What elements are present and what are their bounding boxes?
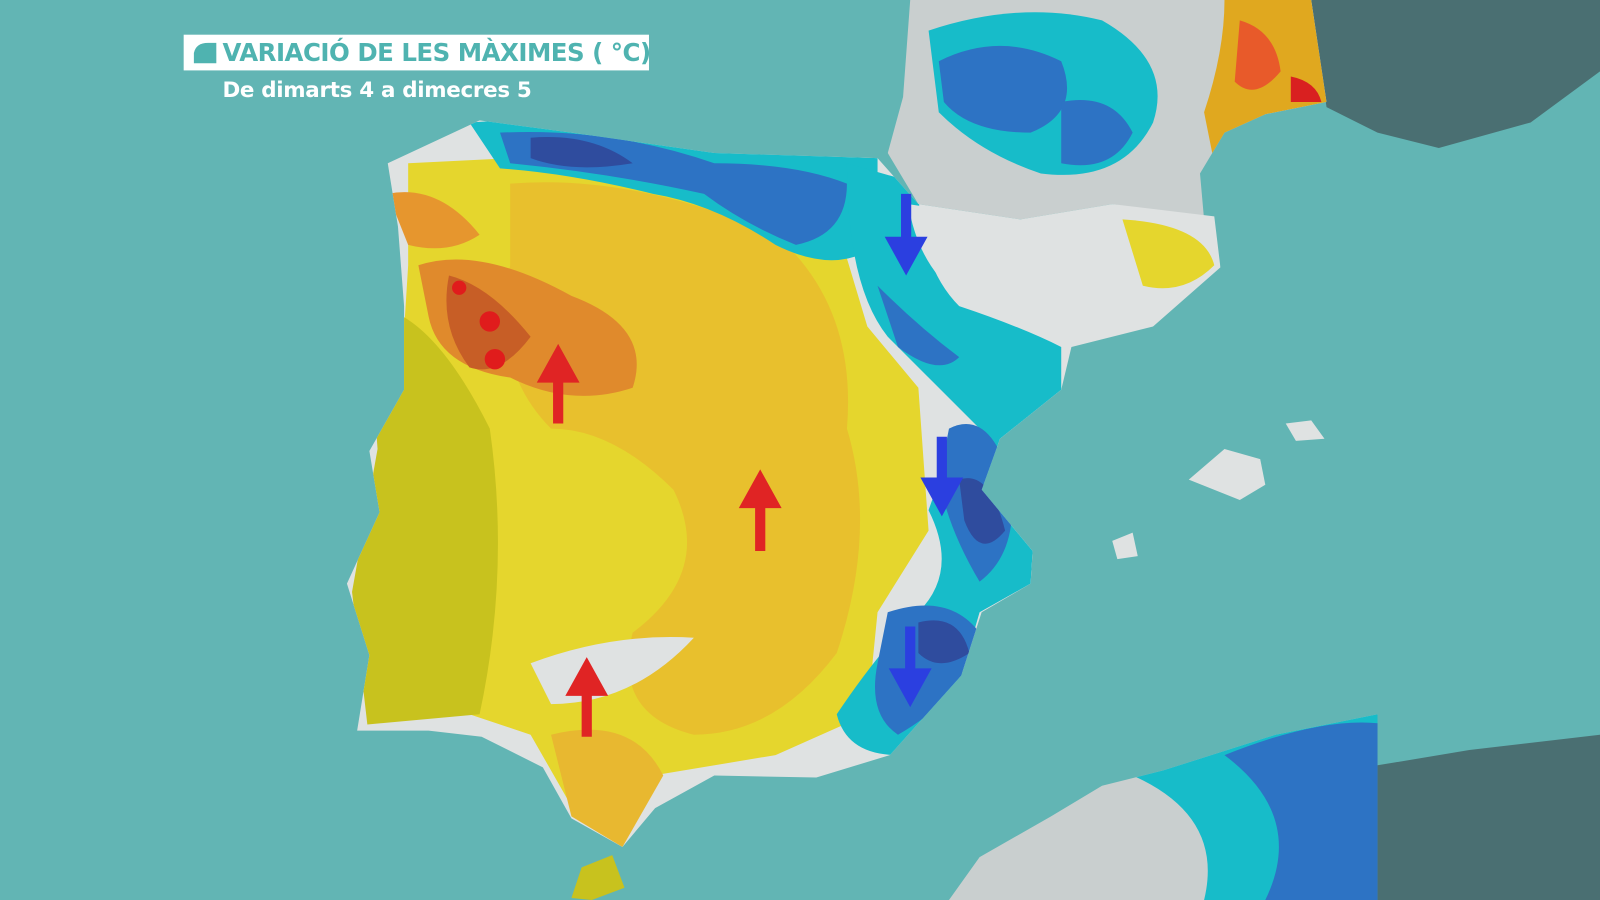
france-field [887,0,1327,220]
land-dark [1311,0,1600,148]
island [1112,532,1138,560]
cooling-arrows [884,193,964,708]
island [1188,448,1266,500]
land-dark [1377,734,1600,900]
title: VARIACIÓ DE LES MÀXIMES ( °C) [222,37,650,67]
iberia-field [346,120,1221,847]
island [1285,420,1325,441]
title-box [183,34,649,71]
logo [193,42,217,64]
warming-arrows [536,343,782,737]
land [571,855,625,900]
subtitle: De dimarts 4 a dimecres 5 [222,78,531,103]
